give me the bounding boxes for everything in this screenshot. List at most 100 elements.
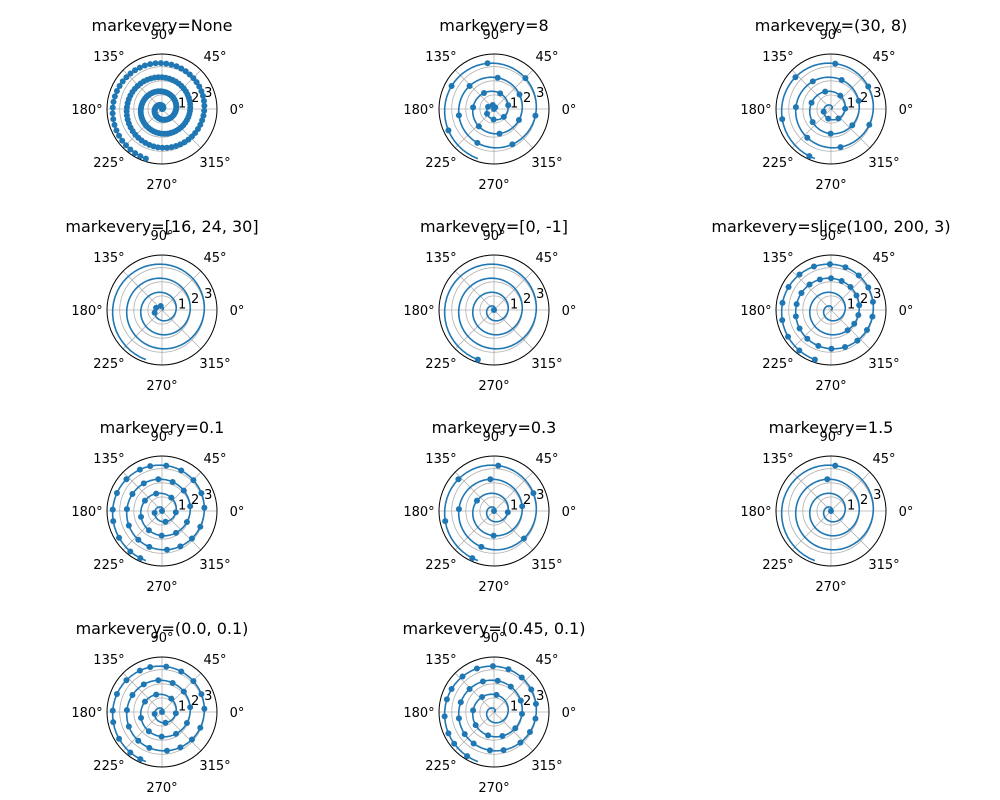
data-marker xyxy=(827,130,834,137)
data-marker xyxy=(494,74,501,81)
data-marker xyxy=(512,725,519,732)
theta-tick-label: 0° xyxy=(230,304,245,319)
data-marker xyxy=(198,88,205,95)
theta-tick-label: 0° xyxy=(230,505,245,520)
spiral-line xyxy=(111,263,206,361)
theta-tick-label: 45° xyxy=(873,251,896,266)
data-marker xyxy=(119,137,126,144)
theta-gridline xyxy=(122,270,163,311)
data-marker xyxy=(779,317,786,324)
data-marker xyxy=(151,710,158,717)
data-marker xyxy=(470,740,477,747)
polar-frame xyxy=(438,254,550,366)
polar-frame xyxy=(106,455,218,567)
data-marker xyxy=(159,508,165,514)
data-marker xyxy=(119,78,126,85)
theta-tick-label: 315° xyxy=(199,558,230,573)
data-marker xyxy=(178,668,185,675)
theta-tick-label: 0° xyxy=(899,103,914,118)
theta-tick-label: 315° xyxy=(199,357,230,372)
data-marker xyxy=(809,119,816,126)
polar-panel: markevery=(0.0, 0.1) 0° 45° 90° 135° 180° 225°… xyxy=(71,619,248,796)
data-marker xyxy=(116,534,123,541)
data-marker xyxy=(469,555,476,562)
data-marker xyxy=(869,298,876,305)
r-tick-label: 3 xyxy=(536,287,544,302)
r-tick-label: 2 xyxy=(191,694,199,709)
data-marker xyxy=(842,105,849,112)
data-marker xyxy=(152,60,159,67)
data-marker xyxy=(457,699,464,706)
data-marker xyxy=(127,146,134,153)
theta-tick-label: 180° xyxy=(71,304,102,319)
data-marker xyxy=(486,747,493,754)
theta-gridline xyxy=(493,672,534,713)
data-marker xyxy=(473,665,480,672)
theta-tick-label: 180° xyxy=(740,304,771,319)
r-tick-label: 3 xyxy=(536,488,544,503)
data-marker xyxy=(153,304,160,311)
data-marker xyxy=(779,299,786,306)
data-marker xyxy=(153,691,160,698)
theta-gridline xyxy=(122,69,163,110)
data-marker xyxy=(808,99,815,106)
data-marker xyxy=(855,97,862,104)
theta-tick-label: 90° xyxy=(482,631,505,646)
data-marker xyxy=(509,141,516,148)
panel-title: markevery=None xyxy=(91,16,232,35)
data-marker xyxy=(110,116,117,123)
data-marker xyxy=(810,263,817,270)
theta-gridline xyxy=(830,510,871,551)
theta-tick-label: 180° xyxy=(403,103,434,118)
theta-tick-label: 270° xyxy=(478,379,509,394)
data-marker xyxy=(459,673,466,680)
data-marker xyxy=(470,707,477,714)
theta-tick-label: 0° xyxy=(562,505,577,520)
r-tick-label: 3 xyxy=(204,287,212,302)
r-tick-label: 2 xyxy=(523,292,531,307)
theta-tick-label: 315° xyxy=(868,357,899,372)
theta-tick-label: 315° xyxy=(199,156,230,171)
r-tick-label: 1 xyxy=(847,298,855,313)
data-marker xyxy=(136,64,143,71)
data-marker xyxy=(109,707,116,714)
theta-tick-label: 45° xyxy=(873,50,896,65)
data-marker xyxy=(464,753,471,760)
panel-title: markevery=(30, 8) xyxy=(755,16,907,35)
polar-frame xyxy=(775,53,887,165)
theta-tick-label: 135° xyxy=(93,251,124,266)
theta-gridline xyxy=(454,471,495,512)
data-marker xyxy=(116,132,123,139)
theta-tick-label: 135° xyxy=(425,50,456,65)
data-marker xyxy=(828,508,834,514)
r-tick-label: 2 xyxy=(191,91,199,106)
r-tick-label: 2 xyxy=(523,493,531,508)
data-marker xyxy=(507,683,514,690)
data-marker xyxy=(173,730,180,737)
data-marker xyxy=(151,509,158,516)
data-marker xyxy=(489,663,496,670)
data-marker xyxy=(491,508,497,514)
data-marker xyxy=(158,733,165,740)
theta-gridline xyxy=(830,108,871,149)
data-marker xyxy=(473,497,480,504)
data-marker xyxy=(201,107,208,114)
theta-tick-label: 0° xyxy=(562,304,577,319)
data-marker xyxy=(851,320,858,327)
data-marker xyxy=(849,122,856,129)
theta-tick-label: 180° xyxy=(740,505,771,520)
data-marker xyxy=(182,68,189,75)
data-marker xyxy=(518,674,525,681)
polar-panel: markevery=slice(100, 200, 3) 0° 45° 90° 135°… xyxy=(711,217,950,394)
data-marker xyxy=(489,101,496,108)
data-marker xyxy=(815,342,822,349)
data-marker xyxy=(190,477,197,484)
spiral-line xyxy=(780,464,875,562)
theta-gridline xyxy=(493,510,534,551)
polar-panel: markevery=8 0° 45° 90° 135° 180° 225° 270° 315° 1… xyxy=(403,16,576,193)
data-marker xyxy=(515,117,522,124)
theta-tick-label: 180° xyxy=(71,505,102,520)
data-marker xyxy=(125,723,132,730)
theta-tick-label: 270° xyxy=(146,178,177,193)
data-marker xyxy=(141,62,148,69)
